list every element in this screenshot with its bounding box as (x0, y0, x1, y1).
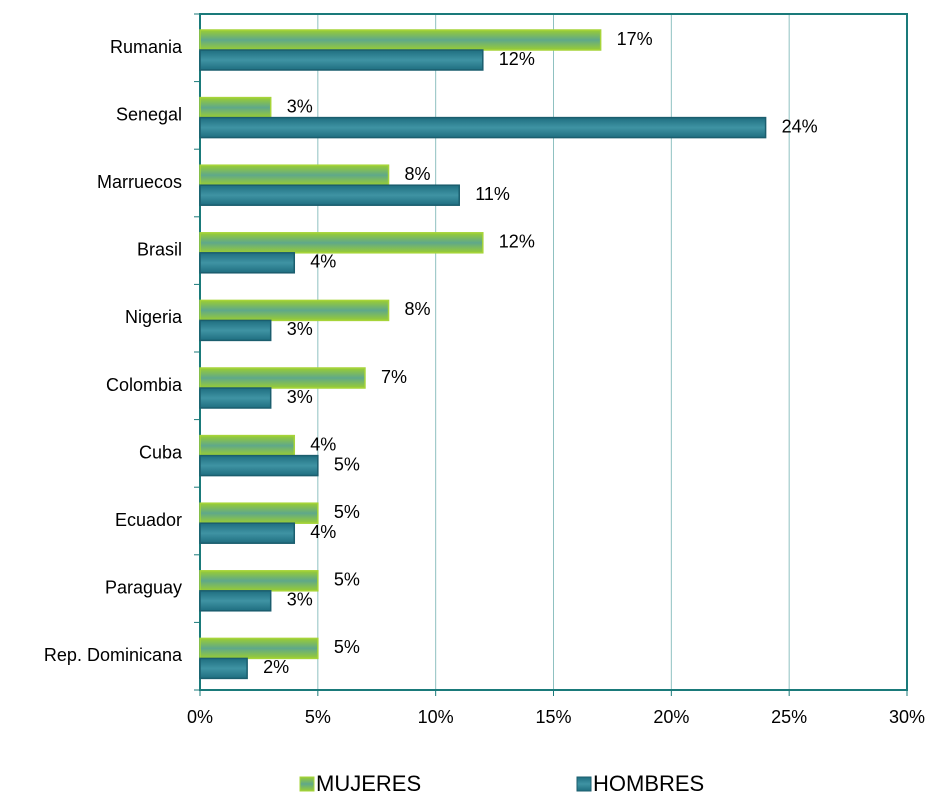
data-label: 4% (310, 252, 336, 272)
bar (199, 454, 319, 477)
legend-swatch (576, 776, 592, 792)
data-label: 5% (334, 502, 360, 522)
y-tick-label: Senegal (116, 104, 182, 124)
data-label: 3% (287, 590, 313, 610)
y-tick-label: Marruecos (97, 172, 182, 192)
data-label: 7% (381, 367, 407, 387)
data-label: 12% (499, 49, 535, 69)
bar (199, 637, 319, 660)
bar (199, 502, 319, 524)
x-tick-label: 0% (187, 707, 213, 727)
data-label: 4% (310, 522, 336, 542)
data-label: 17% (617, 29, 653, 49)
bar (199, 299, 390, 322)
bar (199, 232, 484, 254)
bar (199, 184, 460, 206)
bar (199, 570, 319, 592)
y-tick-label: Cuba (139, 442, 183, 462)
data-label: 11% (475, 184, 510, 204)
legend-swatch (299, 776, 315, 792)
data-label: 2% (263, 657, 289, 677)
data-label: 3% (287, 96, 313, 116)
data-label: 5% (334, 637, 360, 657)
y-tick-label: Rumania (110, 37, 183, 57)
bar (199, 319, 272, 342)
y-tick-label: Paraguay (105, 578, 182, 598)
y-tick-label: Colombia (106, 375, 183, 395)
data-label: 24% (782, 116, 818, 136)
bar (199, 252, 296, 274)
y-tick-label: Brasil (137, 240, 182, 260)
data-label: 12% (499, 232, 535, 252)
data-label: 5% (334, 454, 360, 474)
bar (199, 164, 390, 186)
x-tick-label: 30% (889, 707, 925, 727)
y-tick-label: Rep. Dominicana (44, 645, 183, 665)
bar (199, 522, 296, 544)
legend-label: MUJERES (316, 771, 421, 796)
bar (199, 387, 272, 409)
bar (199, 657, 248, 680)
y-tick-label: Ecuador (115, 510, 182, 530)
bar (199, 590, 272, 612)
bar (199, 96, 272, 119)
x-tick-label: 5% (305, 707, 331, 727)
x-tick-label: 20% (653, 707, 689, 727)
bar (199, 49, 484, 71)
bar (199, 29, 602, 51)
x-tick-label: 15% (535, 707, 571, 727)
bar (199, 434, 296, 457)
data-label: 3% (287, 319, 313, 339)
data-label: 4% (310, 434, 336, 454)
data-label: 8% (405, 299, 431, 319)
y-tick-label: Nigeria (125, 307, 183, 327)
bar (199, 116, 767, 139)
x-tick-label: 25% (771, 707, 807, 727)
legend-label: HOMBRES (593, 771, 704, 796)
bar (199, 367, 366, 389)
x-tick-label: 10% (418, 707, 454, 727)
data-label: 5% (334, 570, 360, 590)
data-label: 8% (405, 164, 431, 184)
data-label: 3% (287, 387, 313, 407)
